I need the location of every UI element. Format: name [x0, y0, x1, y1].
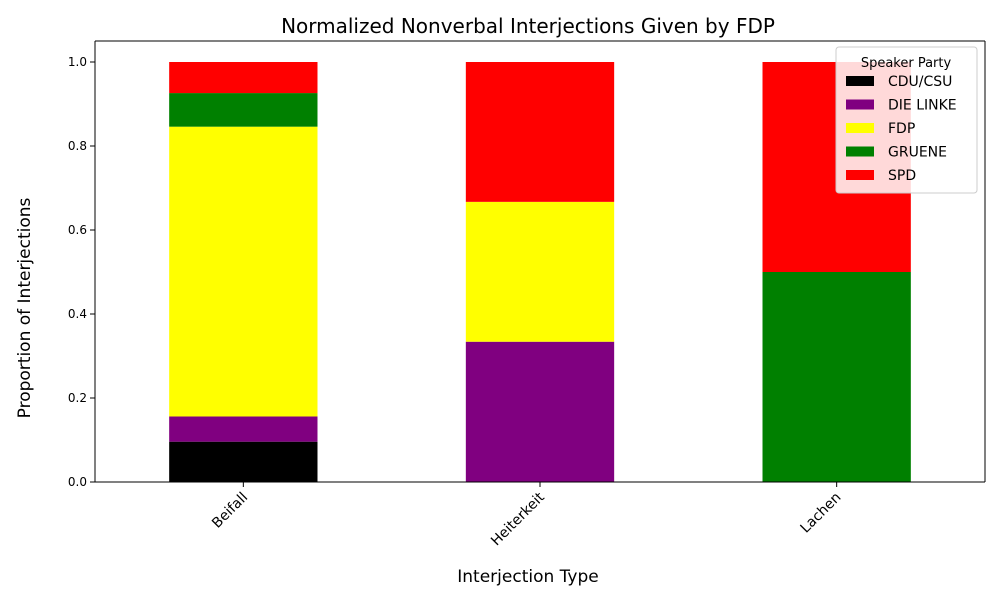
legend-label: DIE LINKE — [888, 98, 957, 114]
bar-heiterkeit-die-linke — [465, 341, 615, 482]
bar-beifall-cdu-csu — [169, 441, 318, 482]
y-tick-label: 0.8 — [68, 139, 87, 153]
legend-swatch — [846, 123, 874, 133]
bar-heiterkeit-spd — [465, 62, 615, 202]
y-tick-label: 0.6 — [68, 223, 87, 237]
legend-items: CDU/CSU DIE LINKE FDP GRUENE SPD — [846, 74, 957, 184]
y-tick-label: 1.0 — [68, 55, 87, 69]
x-tick-label: Beifall — [209, 490, 251, 532]
bars-group — [169, 62, 911, 482]
y-tick-label: 0.2 — [68, 391, 87, 405]
legend-label: GRUENE — [888, 145, 947, 161]
x-tick-label: Lachen — [798, 490, 845, 537]
bar-beifall-fdp — [169, 126, 318, 417]
bar-beifall-spd — [169, 62, 318, 94]
bar-lachen-gruene — [762, 272, 911, 482]
legend-swatch — [846, 146, 874, 157]
legend-swatch — [846, 76, 874, 86]
x-tick-label: Heiterkeit — [488, 489, 548, 549]
legend-label: SPD — [888, 168, 916, 184]
bar-heiterkeit-fdp — [465, 201, 615, 342]
legend-label: FDP — [888, 121, 915, 137]
y-tick-label: 0.0 — [68, 475, 87, 489]
legend: Speaker Party CDU/CSU DIE LINKE FDP GRUENE S… — [835, 46, 978, 194]
legend-label: CDU/CSU — [888, 74, 952, 90]
bar-beifall-gruene — [169, 93, 318, 127]
x-axis-label: Interjection Type — [457, 567, 598, 587]
y-axis-label: Proportion of Interjections — [15, 197, 35, 418]
legend-swatch — [846, 170, 874, 180]
y-tick-label: 0.4 — [68, 307, 87, 321]
legend-title: Speaker Party — [861, 56, 952, 71]
legend-swatch — [846, 99, 874, 110]
bar-beifall-die-linke — [169, 416, 318, 442]
chart-title: Normalized Nonverbal Interjections Given… — [281, 14, 775, 38]
